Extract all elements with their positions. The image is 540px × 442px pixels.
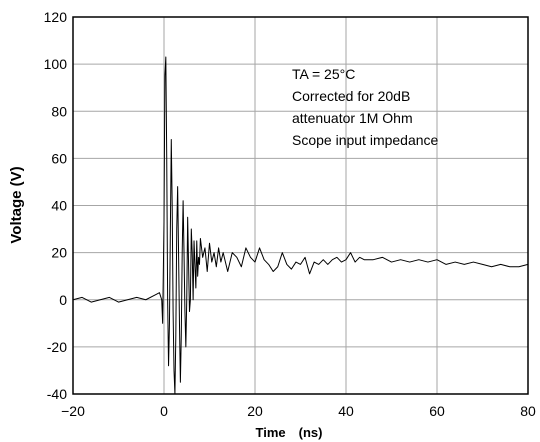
y-tick-label: -40 xyxy=(47,386,67,402)
series-group xyxy=(72,56,529,395)
x-tick-labels: −20 0 20 40 60 80 xyxy=(61,403,536,419)
y-tick-label: -20 xyxy=(47,339,67,355)
annotation-block: TA = 25°C Corrected for 20dB attenuator … xyxy=(292,66,439,148)
x-tick-label: 60 xyxy=(429,403,445,419)
y-axis-title: Voltage (V) xyxy=(8,166,25,243)
y-tick-label: 80 xyxy=(51,103,67,119)
y-tick-label: 100 xyxy=(44,56,68,72)
y-tick-label: 20 xyxy=(51,245,67,261)
y-tick-label: 0 xyxy=(59,292,67,308)
y-tick-label: 60 xyxy=(51,150,67,166)
plot-border xyxy=(72,16,529,395)
annotation-line-4: Scope input impedance xyxy=(292,132,439,148)
x-tick-label: 80 xyxy=(520,403,536,419)
x-tick-label: 0 xyxy=(160,403,168,419)
y-tick-label: 120 xyxy=(44,9,68,25)
annotation-line-3: attenuator 1M Ohm xyxy=(292,110,413,126)
x-tick-label: 20 xyxy=(247,403,263,419)
x-tick-label: 40 xyxy=(338,403,354,419)
voltage-series-line xyxy=(72,56,529,395)
annotation-line-1: TA = 25°C xyxy=(292,66,355,82)
x-tick-label: −20 xyxy=(61,403,85,419)
x-axis-title: Time (ns) xyxy=(256,425,323,440)
y-tick-labels: 120 100 80 60 40 20 0 -20 -40 xyxy=(44,9,68,402)
annotation-line-2: Corrected for 20dB xyxy=(292,88,410,104)
y-tick-label: 40 xyxy=(51,198,67,214)
